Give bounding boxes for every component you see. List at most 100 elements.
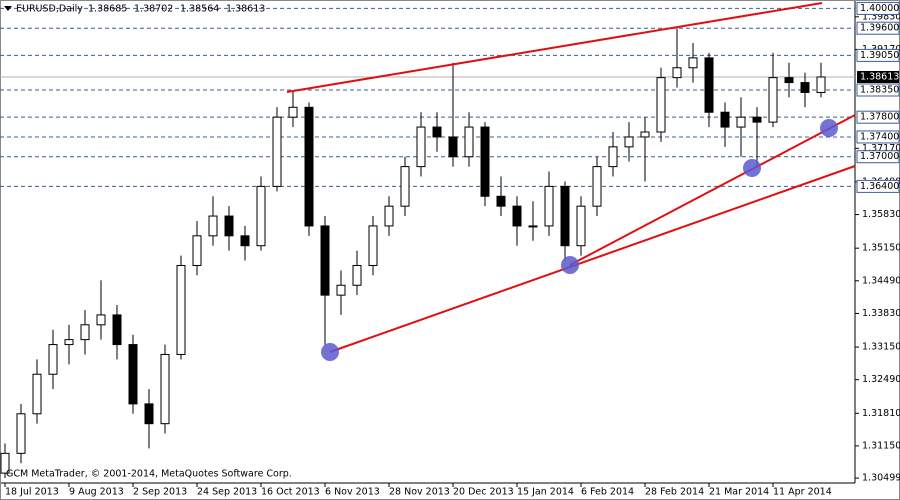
- symbol-title: EURUSD,Daily: [16, 4, 83, 15]
- candle-body: [704, 57, 714, 113]
- level-label-box: [856, 1, 900, 15]
- level-label: 1.37400: [860, 131, 899, 142]
- candle-body: [80, 324, 90, 341]
- candle-body: [656, 77, 666, 133]
- touch-point: [561, 256, 579, 274]
- candle-body: [688, 57, 698, 69]
- candle-body: [336, 284, 346, 296]
- y-tick-label: 1.35830: [862, 209, 900, 220]
- y-tick-label: 1.34490: [862, 275, 900, 286]
- candle-body: [720, 111, 730, 128]
- candle-body: [784, 77, 794, 84]
- candle-body: [32, 373, 42, 415]
- candle-body: [64, 339, 74, 346]
- candle-body: [816, 76, 826, 93]
- candle-body: [800, 82, 810, 93]
- candle-body: [496, 195, 506, 207]
- candle-body: [560, 185, 570, 247]
- candle-body: [416, 126, 426, 168]
- candle-body: [544, 185, 554, 227]
- level-label: 1.38350: [860, 84, 899, 95]
- candle-body: [192, 235, 202, 266]
- level-label: 1.40000: [860, 3, 899, 14]
- level-label-box: [856, 150, 900, 164]
- level-label-box: [856, 179, 900, 193]
- candle-body: [480, 126, 490, 197]
- level-label-box: [856, 48, 900, 62]
- candle-body: [432, 126, 442, 138]
- candle-body: [304, 106, 314, 227]
- candle-body: [144, 403, 154, 425]
- current-price-box: [857, 70, 899, 83]
- y-tick-label: 1.33150: [862, 342, 900, 353]
- candle-body: [576, 205, 586, 247]
- candle-body: [256, 185, 266, 247]
- x-tick-label: 28 Nov 2013: [389, 487, 450, 498]
- candle-body: [624, 136, 634, 148]
- candle-body: [400, 166, 410, 207]
- x-tick-label: 9 Aug 2013: [69, 487, 124, 498]
- candle-body: [608, 146, 618, 168]
- level-label: 1.37800: [860, 112, 899, 123]
- y-tick-label: 1.31150: [862, 440, 900, 451]
- candle-body: [288, 106, 298, 118]
- level-label-box: [856, 83, 900, 97]
- candle-body: [208, 215, 218, 237]
- candle-body: [320, 225, 330, 296]
- candle-body: [448, 136, 458, 158]
- touch-point: [743, 159, 761, 177]
- quote-value: 1.38685: [88, 4, 127, 15]
- candle-body: [352, 264, 362, 286]
- touch-point: [321, 343, 339, 361]
- quote-value: 1.38702: [134, 4, 173, 15]
- level-label-box: [856, 110, 900, 124]
- y-tick-label: 1.33830: [862, 308, 900, 319]
- current-price-label: 1.38613: [860, 71, 899, 82]
- x-tick-label: 18 Jul 2013: [5, 487, 59, 498]
- x-tick-label: 24 Sep 2013: [197, 487, 257, 498]
- candle-body: [512, 205, 522, 227]
- candle-body: [16, 413, 26, 454]
- candle-body: [96, 314, 106, 326]
- y-tick-label: 1.32490: [862, 374, 900, 385]
- candle-body: [272, 116, 282, 187]
- level-label-box: [856, 130, 900, 144]
- candle-body: [752, 116, 762, 123]
- x-tick-label: 28 Feb 2014: [645, 487, 704, 498]
- x-tick-label: 6 Feb 2014: [581, 487, 634, 498]
- y-tick-label: 1.31810: [862, 408, 900, 419]
- candle-body: [240, 235, 250, 247]
- quote-value: 1.38564: [180, 4, 219, 15]
- menu-arrow[interactable]: [4, 6, 12, 11]
- candle-body: [768, 77, 778, 123]
- quote-value: 1.38613: [226, 4, 265, 15]
- x-tick-label: 2 Sep 2013: [133, 487, 187, 498]
- candle-body: [640, 131, 650, 138]
- candle-body: [736, 116, 746, 128]
- trend-line: [286, 2, 823, 93]
- candle-body: [0, 452, 10, 474]
- x-tick-label: 11 Apr 2014: [773, 487, 832, 498]
- candle-body: [176, 264, 186, 355]
- candle-body: [528, 225, 538, 228]
- touch-point: [820, 119, 838, 137]
- candle-body: [48, 344, 58, 375]
- candle-body: [672, 67, 682, 79]
- trend-line: [569, 114, 856, 266]
- candle-body: [128, 344, 138, 405]
- x-tick-label: 20 Dec 2013: [453, 487, 514, 498]
- x-tick-label: 21 Mar 2014: [709, 487, 769, 498]
- candle-body: [592, 166, 602, 207]
- candle-body: [112, 314, 122, 346]
- y-tick-label: 1.39830: [862, 11, 900, 22]
- candle-body: [224, 215, 234, 237]
- x-tick-label: 15 Jan 2014: [517, 487, 574, 498]
- y-tick-label: 1.30499: [862, 473, 900, 484]
- level-label-box: [856, 21, 900, 35]
- level-label: 1.36400: [860, 181, 899, 192]
- level-label: 1.37000: [860, 151, 899, 162]
- y-tick-label: 1.35150: [862, 243, 900, 254]
- candle-body: [160, 353, 170, 425]
